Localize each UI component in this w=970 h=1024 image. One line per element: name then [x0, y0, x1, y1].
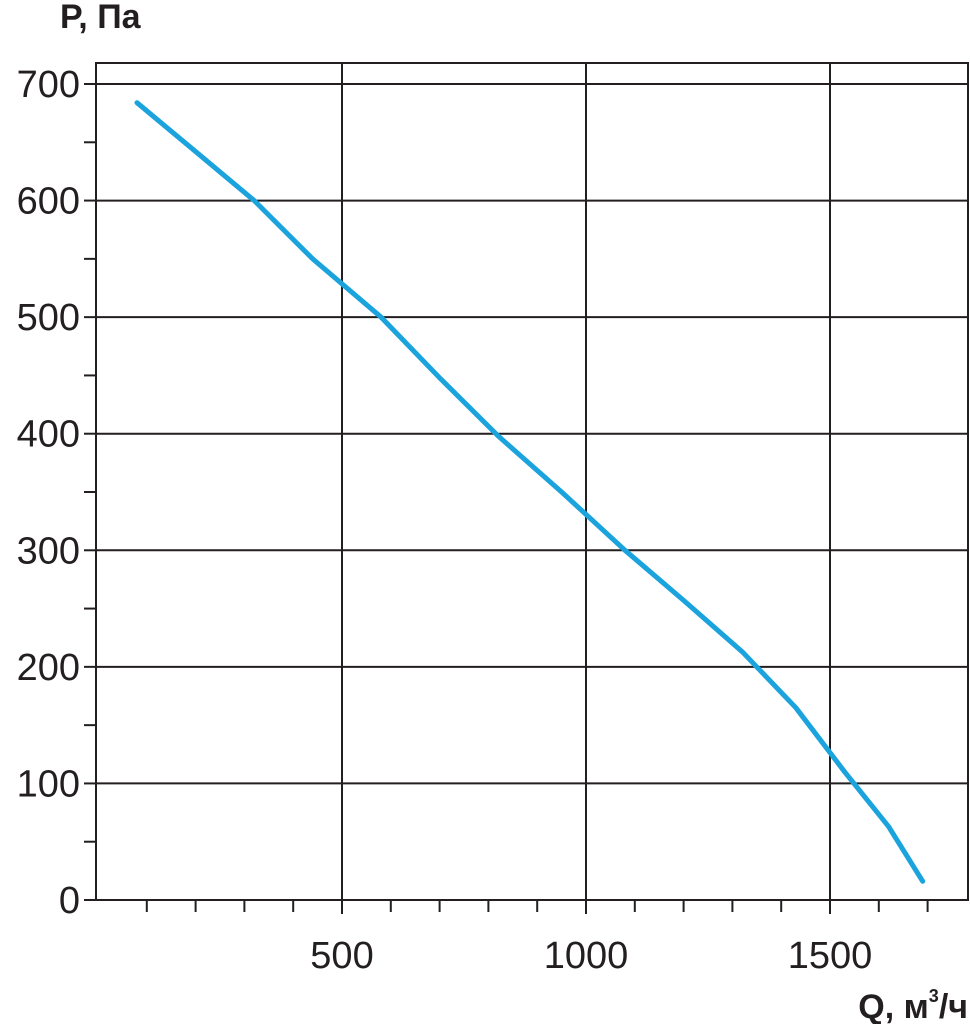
- y-tick-label: 700: [17, 64, 80, 106]
- y-tick-label: 400: [17, 414, 80, 456]
- y-tick-label: 0: [59, 880, 80, 922]
- y-tick-label: 600: [17, 181, 80, 223]
- series-layer: [134, 100, 926, 884]
- y-tick-label: 200: [17, 647, 80, 689]
- minor-ticks: [84, 83, 929, 912]
- axes: [95, 62, 969, 914]
- x-tick-label: 1500: [788, 935, 873, 977]
- tick-labels: 0 100 200 300 400 500 600 700 500 1000 1500: [17, 64, 873, 977]
- y-tick-label: 500: [17, 297, 80, 339]
- plot-frame: [95, 62, 969, 901]
- x-axis-title: Q, м3/ч: [858, 986, 968, 1024]
- y-tick-label: 300: [17, 530, 80, 572]
- y-axis-title: P, Па: [60, 0, 142, 36]
- x-tick-label: 500: [310, 935, 373, 977]
- series-line-0: [134, 100, 926, 884]
- y-tick-label: 100: [17, 763, 80, 805]
- x-tick-label: 1000: [544, 935, 629, 977]
- grid-lines: [96, 63, 968, 900]
